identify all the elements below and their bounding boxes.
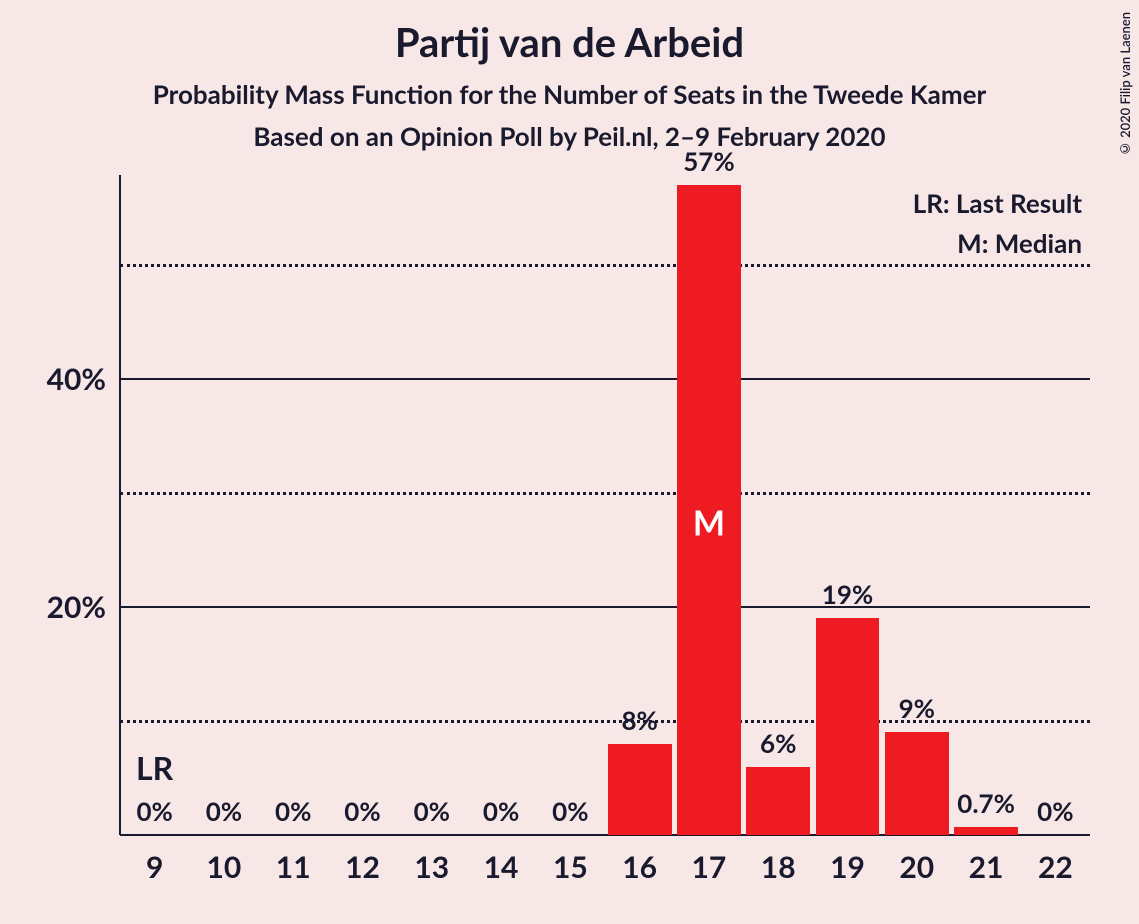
- bar-value-label: 0.7%: [957, 787, 1015, 819]
- x-axis-label: 14: [484, 835, 519, 885]
- bar-value-label: 0%: [206, 795, 242, 827]
- bar-value-label: 0%: [275, 795, 311, 827]
- chart-subtitle-2: Based on an Opinion Poll by Peil.nl, 2–9…: [0, 120, 1139, 152]
- y-axis-label: 20%: [47, 589, 120, 625]
- x-axis-label: 11: [276, 835, 311, 885]
- legend-lr: LR: Last Result: [913, 187, 1082, 219]
- x-axis-label: 12: [345, 835, 380, 885]
- x-axis-label: 18: [761, 835, 796, 885]
- median-marker: M: [693, 503, 725, 544]
- x-axis-label: 15: [553, 835, 588, 885]
- gridline: [120, 720, 1090, 723]
- x-axis-label: 21: [969, 835, 1004, 885]
- chart-title: Partij van de Arbeid: [0, 0, 1139, 66]
- bar: [608, 744, 672, 835]
- bar-value-label: 0%: [552, 795, 588, 827]
- x-axis-label: 13: [414, 835, 449, 885]
- bar: [746, 767, 810, 835]
- x-axis-label: 19: [830, 835, 865, 885]
- bar: [816, 618, 880, 835]
- last-result-marker: LR: [136, 748, 173, 787]
- x-axis-label: 20: [899, 835, 934, 885]
- bar-value-label: 9%: [899, 692, 935, 724]
- chart-plot-area: 20%40%0%90%100%110%120%130%140%158%1657%…: [120, 185, 1090, 835]
- x-axis-label: 16: [622, 835, 657, 885]
- y-axis-label: 40%: [47, 361, 120, 397]
- x-axis-label: 17: [692, 835, 727, 885]
- copyright-text: © 2020 Filip van Laenen: [1117, 12, 1133, 157]
- gridline: [120, 492, 1090, 495]
- bar-value-label: 19%: [822, 578, 873, 610]
- bar-value-label: 0%: [136, 795, 172, 827]
- bar-value-label: 0%: [483, 795, 519, 827]
- x-axis-label: 9: [146, 835, 163, 885]
- bar-value-label: 0%: [1037, 795, 1073, 827]
- x-axis-label: 10: [207, 835, 242, 885]
- legend: LR: Last Result M: Median: [913, 187, 1082, 259]
- bar: [885, 732, 949, 835]
- legend-m: M: Median: [913, 227, 1082, 259]
- bar-value-label: 0%: [344, 795, 380, 827]
- chart-subtitle-1: Probability Mass Function for the Number…: [0, 78, 1139, 110]
- bar-value-label: 8%: [621, 704, 657, 736]
- bar-value-label: 0%: [414, 795, 450, 827]
- gridline: [120, 606, 1090, 608]
- gridline: [120, 264, 1090, 267]
- y-axis: [119, 175, 121, 835]
- bar-value-label: 6%: [760, 727, 796, 759]
- gridline: [120, 378, 1090, 380]
- bar: [954, 827, 1018, 835]
- x-axis-label: 22: [1038, 835, 1073, 885]
- bar-value-label: 57%: [683, 145, 734, 177]
